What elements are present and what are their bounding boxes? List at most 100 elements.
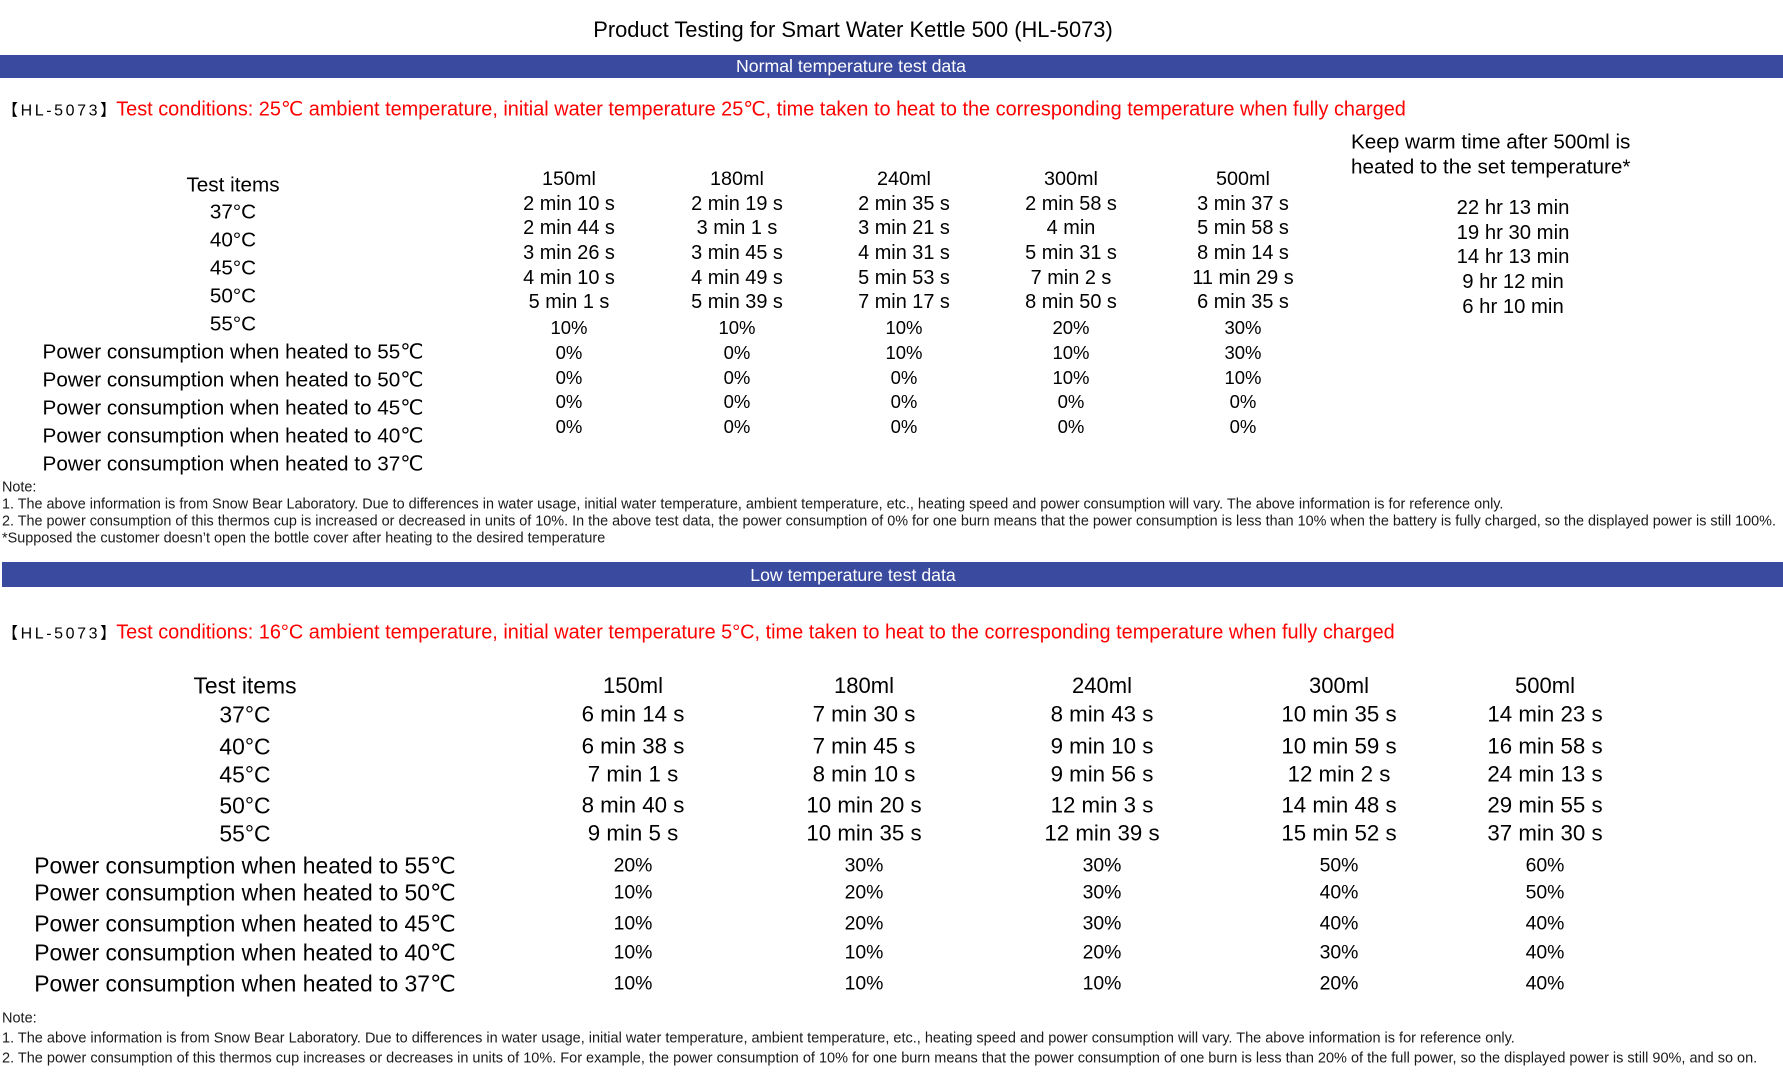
t2-cell-c0-r9: 10% [613,972,653,995]
t1-cell-c4-r9: 0% [1229,415,1257,437]
t2-cell-c0-r3: 8 min 40 s [581,792,685,818]
t2-col-3-header: 300ml [1309,672,1369,698]
t2-cell-c0-r0: 6 min 14 s [581,701,685,727]
t1-cell-c4-r2: 8 min 14 s [1197,242,1289,264]
t1-cell-c4-r5: 30% [1224,317,1262,338]
t1-cell-c3-r5: 20% [1052,317,1090,338]
t2-cell-c1-r8: 10% [844,941,884,964]
t2-cell-c1-r0: 7 min 30 s [812,701,916,727]
t1-cell-c0-r6: 0% [555,341,583,363]
t2-cell-c2-r9: 10% [1082,972,1122,995]
t1-cell-c2-r1: 3 min 21 s [858,217,950,240]
t1-cell-c0-r2: 3 min 26 s [523,242,615,264]
t1-cell-c0-r8: 0% [555,391,583,413]
t1-cell-c3-r0: 2 min 58 s [1025,192,1117,215]
t1-row-label-8: Power consumption when heated to 45℃ [42,396,424,420]
t2-cell-c4-r5: 60% [1525,854,1565,877]
t1-row-label-3: 45°C [209,256,257,280]
t1-row-label-1: 37°C [209,201,257,225]
keep-warm-value-2: 14 hr 13 min [1456,246,1570,269]
t2-col-2-header: 240ml [1072,672,1132,698]
t2-col-1-header: 180ml [834,672,894,698]
t1-cell-c1-r3: 4 min 49 s [691,266,783,289]
t1-cell-c3-r3: 7 min 2 s [1030,266,1112,289]
t1-cell-c3-r2: 5 min 31 s [1025,242,1117,264]
t1-cell-c2-r7: 0% [890,366,918,388]
t2-row-label-3: 45°C [219,760,271,787]
t1-row-label-0: Test items [186,173,280,197]
section-banner-low-label: Low temperature test data [750,564,956,585]
t2-cell-c2-r1: 9 min 10 s [1050,733,1154,759]
t1-cell-c1-r2: 3 min 45 s [691,242,783,264]
t1-cell-c0-r7: 0% [555,366,583,388]
t2-row-label-2: 40°C [219,733,271,760]
t2-row-label-7: Power consumption when heated to 50℃ [34,879,456,906]
t1-col-2-header: 240ml [877,167,931,190]
t1-row-label-7: Power consumption when heated to 50℃ [42,368,424,392]
t1-cell-c3-r8: 0% [1057,391,1085,413]
t2-cell-c1-r4: 10 min 35 s [806,820,922,846]
t1-row-label-4: 50°C [209,284,257,308]
t2-cell-c0-r6: 10% [613,881,653,904]
t2-cell-c3-r9: 20% [1319,972,1359,995]
t2-cell-c0-r8: 10% [613,941,653,964]
conditions-text-normal: Test conditions: 25℃ ambient temperature… [116,98,1406,121]
t2-row-label-9: Power consumption when heated to 40℃ [34,938,456,965]
t2-row-label-1: 37°C [219,701,271,728]
t2-cell-c4-r0: 14 min 23 s [1487,701,1603,727]
note-line-low-1: 2. The power consumption of this thermos… [2,1050,1758,1067]
t2-cell-c0-r1: 6 min 38 s [581,733,685,759]
t1-cell-c4-r1: 5 min 58 s [1197,217,1289,240]
t2-cell-c1-r3: 10 min 20 s [806,792,922,818]
t2-cell-c4-r7: 40% [1525,912,1565,935]
t1-row-label-10: Power consumption when heated to 37℃ [42,452,424,476]
t1-cell-c3-r7: 10% [1052,366,1090,388]
t1-cell-c2-r9: 0% [890,415,918,437]
note-heading-normal: Note: [2,479,37,496]
t2-cell-c3-r6: 40% [1319,881,1359,904]
t1-cell-c3-r1: 4 min [1046,217,1096,240]
t1-cell-c2-r2: 4 min 31 s [858,242,950,264]
note-line-normal-1: 2. The power consumption of this thermos… [2,513,1776,530]
test-conditions-low: 【HL-5073】Test conditions: 16°C ambient t… [2,620,1395,645]
t2-cell-c2-r0: 8 min 43 s [1050,701,1154,727]
t1-col-4-header: 500ml [1216,167,1270,190]
t2-cell-c3-r0: 10 min 35 s [1281,701,1397,727]
t1-row-label-2: 40°C [209,228,257,252]
note-line-normal-0: 1. The above information is from Snow Be… [2,496,1504,513]
t2-cell-c4-r9: 40% [1525,972,1565,995]
t2-cell-c4-r6: 50% [1525,881,1565,904]
t2-cell-c3-r8: 30% [1319,941,1359,964]
t1-cell-c2-r6: 10% [885,341,923,363]
t2-row-label-10: Power consumption when heated to 37℃ [34,970,456,997]
t2-cell-c3-r1: 10 min 59 s [1281,733,1397,759]
t2-cell-c2-r3: 12 min 3 s [1050,792,1154,818]
t2-cell-c1-r7: 20% [844,912,884,935]
t1-cell-c0-r0: 2 min 10 s [523,192,615,215]
t2-cell-c4-r2: 24 min 13 s [1487,761,1603,787]
keep-warm-value-0: 22 hr 13 min [1456,196,1570,219]
keep-warm-value-3: 9 hr 12 min [1462,270,1564,293]
t2-cell-c2-r5: 30% [1082,854,1122,877]
t2-cell-c4-r8: 40% [1525,941,1565,964]
t2-row-label-0: Test items [193,671,297,698]
t2-cell-c2-r8: 20% [1082,941,1122,964]
t1-col-1-header: 180ml [710,167,764,190]
t2-row-label-6: Power consumption when heated to 55℃ [34,852,456,879]
note-line-normal-2: *Supposed the customer doesn’t open the … [2,530,606,547]
t2-cell-c2-r2: 9 min 56 s [1050,761,1154,787]
t1-cell-c4-r4: 6 min 35 s [1197,291,1289,314]
t2-cell-c3-r7: 40% [1319,912,1359,935]
t1-cell-c4-r8: 0% [1229,391,1257,413]
t2-cell-c2-r7: 30% [1082,912,1122,935]
note-heading-low: Note: [2,1010,37,1027]
section-banner-low: Low temperature test data [2,561,1783,587]
t1-cell-c1-r8: 0% [723,391,751,413]
test-conditions-normal: 【HL-5073】Test conditions: 25℃ ambient te… [2,96,1406,121]
t1-cell-c2-r3: 5 min 53 s [858,266,950,289]
t1-cell-c3-r6: 10% [1052,341,1090,363]
t2-cell-c4-r3: 29 min 55 s [1487,792,1603,818]
keep-warm-value-4: 6 hr 10 min [1462,295,1564,318]
t2-cell-c3-r5: 50% [1319,854,1359,877]
t1-cell-c1-r5: 10% [718,317,756,338]
